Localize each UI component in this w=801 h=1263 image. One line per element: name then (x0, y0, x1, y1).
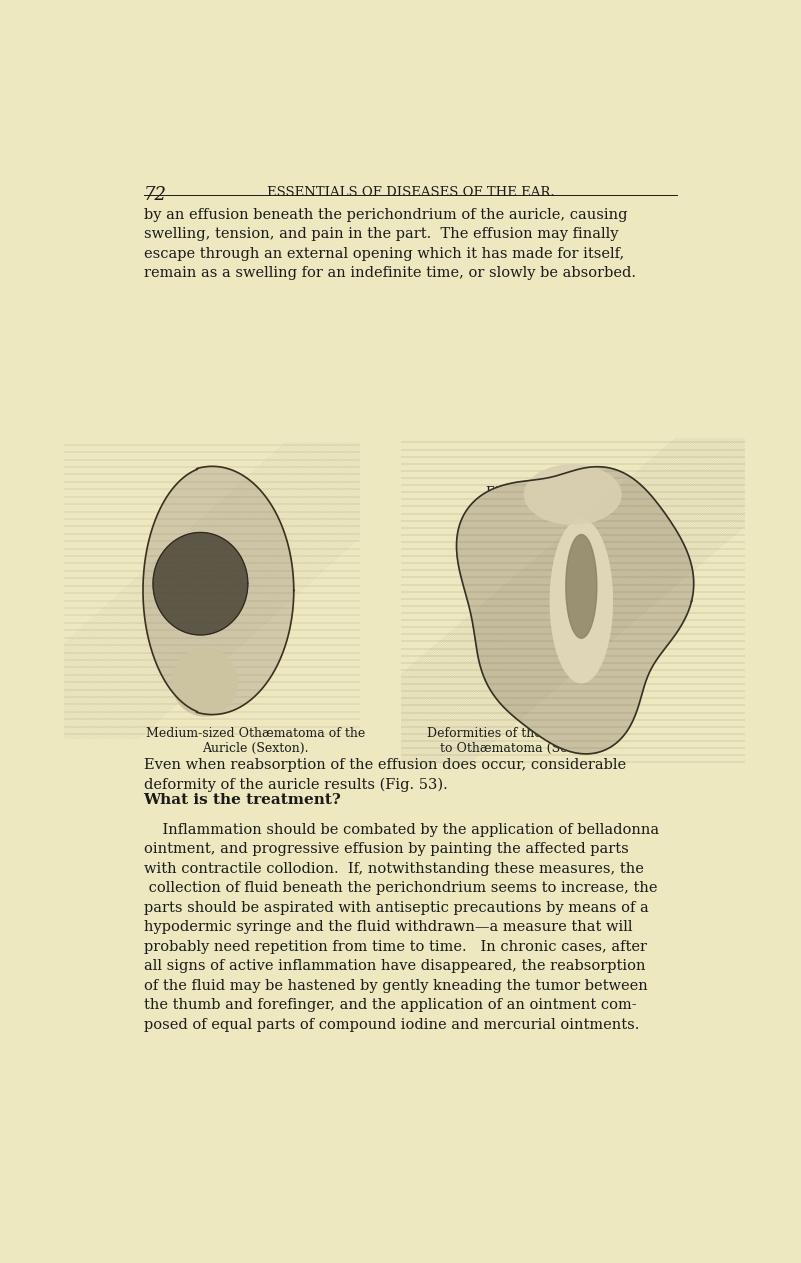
Text: Fig. 53.: Fig. 53. (485, 486, 534, 499)
Text: Auricle (Sexton).: Auricle (Sexton). (202, 741, 308, 755)
Polygon shape (172, 648, 237, 716)
Polygon shape (525, 465, 621, 524)
Polygon shape (153, 533, 248, 635)
Text: by an effusion beneath the perichondrium of the auricle, causing
swelling, tensi: by an effusion beneath the perichondrium… (143, 208, 635, 280)
Text: Even when reabsorption of the effusion does occur, considerable
deformity of the: Even when reabsorption of the effusion d… (143, 758, 626, 792)
Polygon shape (457, 467, 694, 754)
Text: 72: 72 (143, 186, 167, 203)
Text: Deformities of the Auricle due: Deformities of the Auricle due (426, 727, 618, 740)
Polygon shape (566, 534, 597, 638)
Polygon shape (550, 520, 612, 682)
Text: Medium-sized Othæmatoma of the: Medium-sized Othæmatoma of the (146, 727, 365, 740)
Text: Inflammation should be combated by the application of belladonna
ointment, and p: Inflammation should be combated by the a… (143, 822, 658, 1032)
Text: What is the treatment?: What is the treatment? (143, 793, 341, 807)
Text: to Othæmatoma (Sexton).: to Othæmatoma (Sexton). (441, 741, 604, 755)
Text: ESSENTIALS OF DISEASES OF THE EAR.: ESSENTIALS OF DISEASES OF THE EAR. (267, 186, 554, 198)
Text: Fig. 52.: Fig. 52. (212, 486, 261, 499)
Polygon shape (143, 466, 294, 715)
